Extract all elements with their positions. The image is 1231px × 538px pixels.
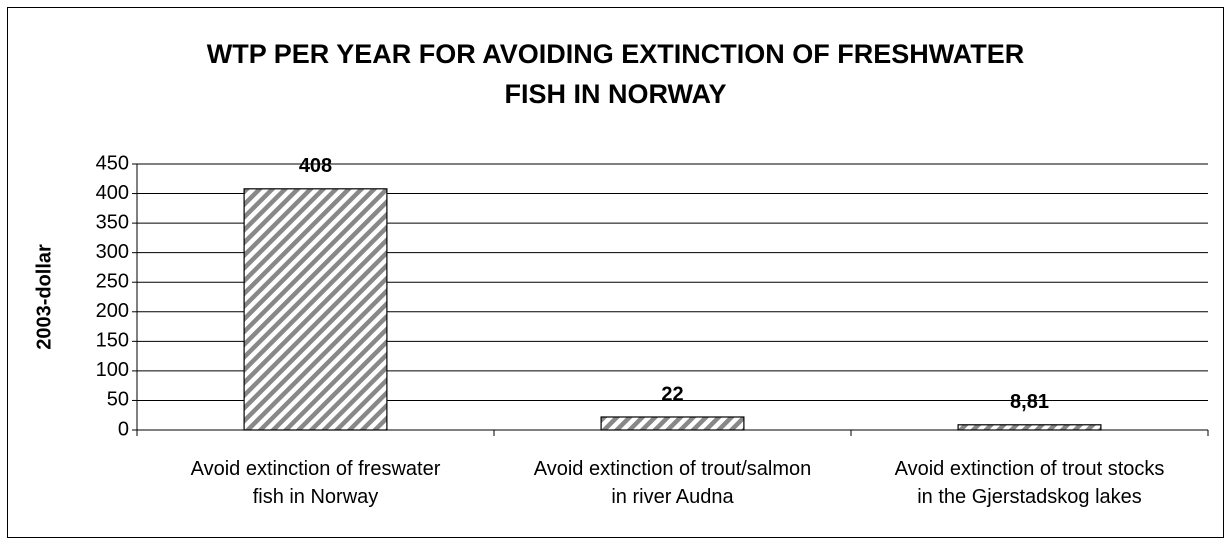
- y-tick-label: 100: [96, 359, 129, 381]
- y-tick-label: 250: [96, 271, 129, 293]
- y-tick-label: 150: [96, 330, 129, 352]
- x-tick-label: Avoid extinction of trout/salmon in rive…: [533, 458, 812, 508]
- chart-title: WTP PER YEAR FOR AVOIDING EXTINCTION OF …: [206, 39, 1025, 109]
- bar: [600, 416, 745, 431]
- y-tick-label: 50: [107, 389, 129, 411]
- y-tick-label: 200: [96, 300, 129, 322]
- x-tick-label: Avoid extinction of trout stocks in the …: [894, 458, 1165, 508]
- value-label: 22: [661, 383, 683, 405]
- y-tick-label: 400: [96, 182, 129, 204]
- bar: [957, 424, 1102, 431]
- y-tick-label: 300: [96, 241, 129, 263]
- bar: [243, 188, 388, 431]
- y-tick-label: 450: [96, 152, 129, 174]
- y-axis-label: 2003-dollar: [33, 244, 55, 350]
- x-tick-label: Avoid extinction of freswater fish in No…: [190, 458, 441, 508]
- y-tick-label: 350: [96, 211, 129, 233]
- y-tick-label: 0: [118, 418, 129, 440]
- value-label: 8,81: [1010, 391, 1049, 413]
- value-label: 408: [299, 155, 332, 177]
